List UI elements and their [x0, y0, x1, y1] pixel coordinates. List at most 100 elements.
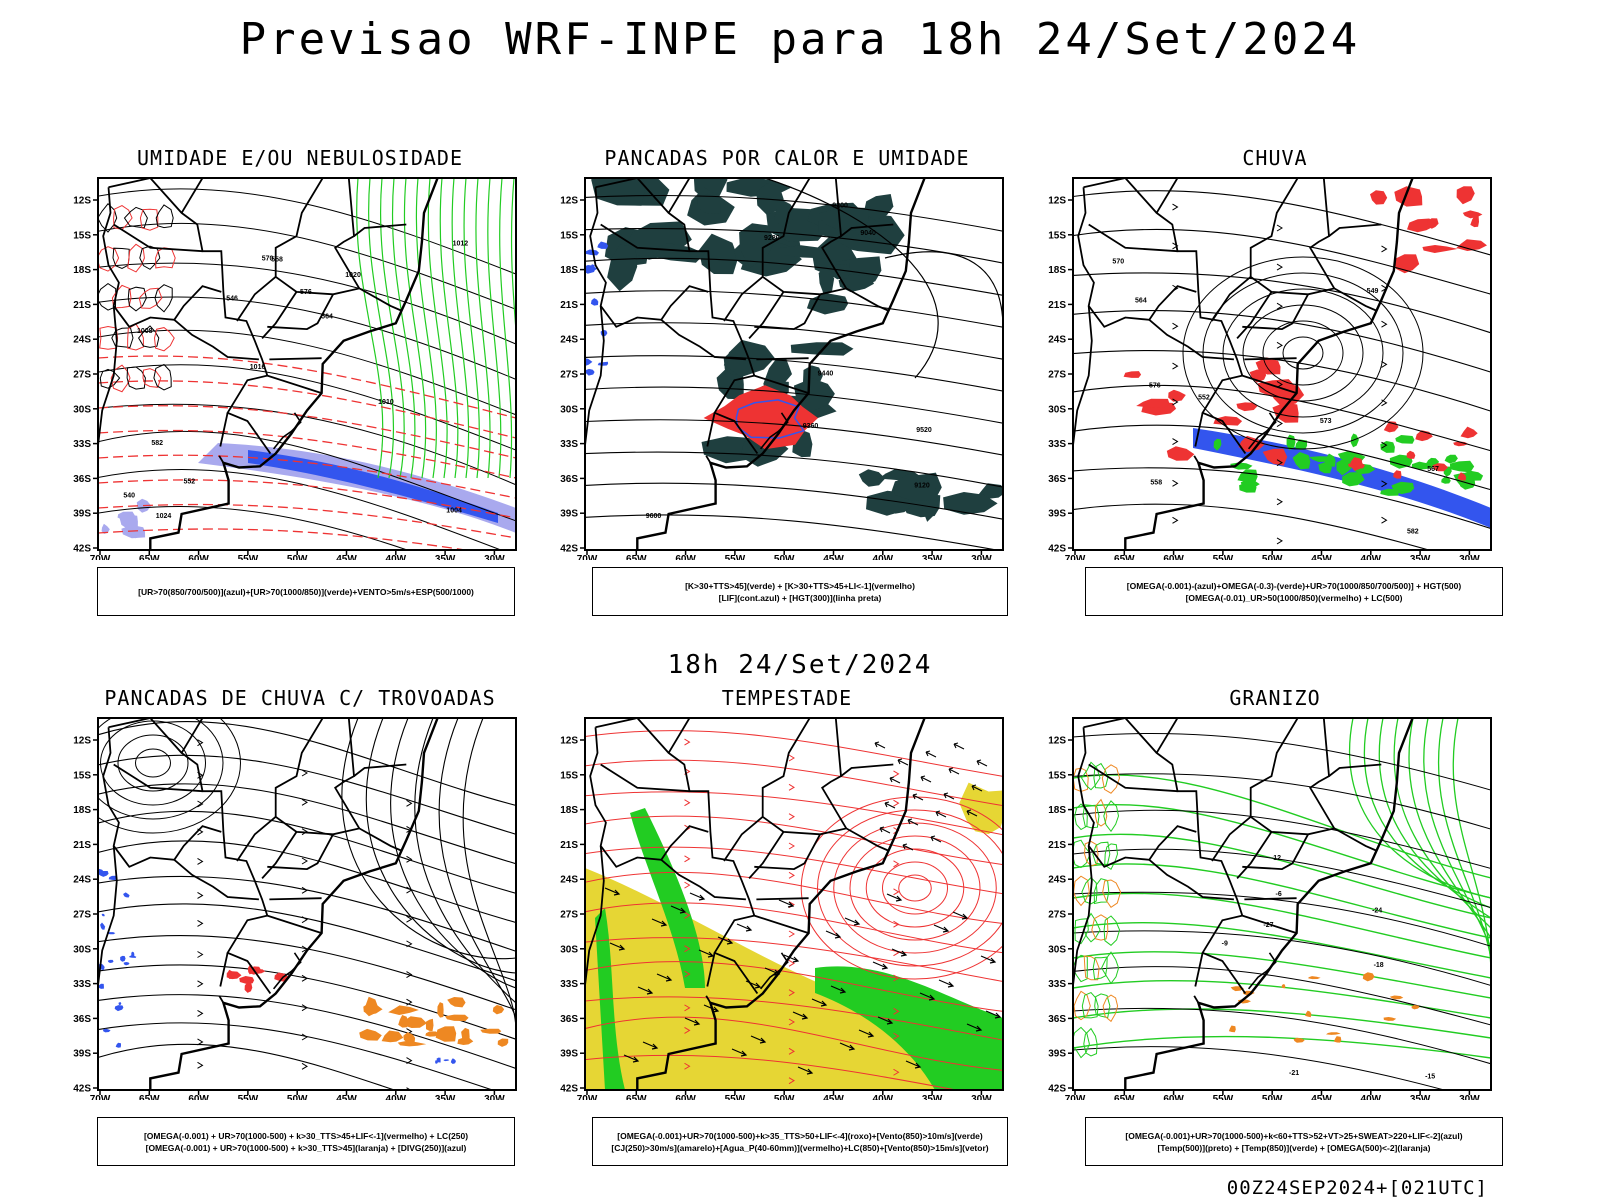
state-border — [761, 718, 889, 852]
state-border — [1083, 718, 1247, 995]
contour-line — [1073, 384, 1491, 452]
contour-line — [341, 718, 516, 960]
contour-line — [1073, 1007, 1491, 1065]
lat-label: 18S — [73, 265, 91, 276]
shaded-area — [107, 959, 114, 963]
state-border — [1148, 319, 1234, 361]
lon-label: 65W — [626, 1094, 647, 1100]
shaded-area — [806, 292, 849, 315]
legend-line: [OMEGA(-0.01)_UR>50(1000/850)(vermelho) … — [1185, 592, 1403, 603]
state-border — [600, 763, 690, 793]
lat-label: 21S — [73, 840, 91, 851]
state-border — [180, 718, 204, 754]
shaded-area — [1370, 190, 1388, 205]
shaded-area — [716, 367, 744, 400]
stream-arrow — [406, 799, 413, 807]
temp850-contour — [1073, 892, 1491, 959]
stream-arrow — [788, 1047, 795, 1055]
andes-contour — [139, 208, 159, 231]
lat-label: 18S — [1048, 265, 1066, 276]
andes-contour — [127, 286, 147, 312]
shaded-area — [359, 1028, 382, 1041]
shaded-area — [1453, 441, 1469, 447]
contour-label: 9280 — [764, 235, 780, 242]
base-map — [1073, 718, 1414, 1090]
contour-line — [764, 178, 939, 379]
contour-line — [98, 935, 516, 1011]
wind-vector — [689, 892, 706, 901]
andes-contour — [113, 205, 133, 230]
lat-label: 33S — [560, 439, 578, 450]
state-border — [1249, 178, 1377, 312]
lat-label: 30S — [560, 944, 578, 955]
wind-vector — [839, 1042, 856, 1051]
stream-arrow — [197, 980, 204, 988]
legend-line: [UR>70(850/700/500)](azul)+[UR>70(1000/8… — [138, 586, 474, 597]
stream-arrow — [1381, 441, 1388, 449]
shaded-area — [778, 245, 831, 259]
temp850-contour — [1348, 718, 1491, 899]
contour-line — [98, 430, 516, 522]
contour-line — [98, 469, 503, 550]
state-border — [1194, 412, 1204, 447]
coastline-east — [636, 178, 926, 550]
coastline-east — [1124, 178, 1414, 550]
wind-vector — [778, 899, 795, 908]
shaded-area — [129, 955, 137, 958]
lat-label: 15S — [73, 230, 91, 241]
lon-label: 45W — [823, 1094, 844, 1100]
state-border — [723, 816, 764, 862]
lat-label: 27S — [560, 370, 578, 381]
map-content: 9600 9520 9440 9360 9280 9200 9120 9040 — [585, 178, 1003, 550]
lon-label: 45W — [336, 554, 357, 560]
contour-line — [585, 871, 1003, 924]
map-border — [97, 177, 517, 551]
stream-arrow — [1276, 537, 1283, 545]
state-border — [840, 223, 894, 237]
contour-label: 552 — [183, 478, 195, 485]
shaded-area — [118, 1002, 122, 1006]
andes-contour — [110, 364, 131, 393]
contour-label: 1008 — [137, 328, 153, 335]
state-border — [269, 897, 322, 901]
panel-title-granizo: GRANIZO — [1229, 686, 1321, 710]
stream-arrow — [788, 813, 795, 821]
contour-label: 9040 — [860, 230, 876, 237]
andes-contour — [1073, 1026, 1090, 1059]
stream-arrow — [1276, 302, 1283, 310]
andes-contour — [154, 284, 173, 313]
wind-vector — [877, 1016, 894, 1025]
state-border — [723, 276, 764, 322]
andes-contour — [1101, 764, 1121, 794]
contour-line — [1073, 503, 1431, 550]
lat-label: 30S — [1048, 404, 1066, 415]
stream-arrow — [684, 945, 691, 953]
lat-label: 42S — [1048, 1084, 1066, 1095]
shaded-area — [838, 274, 874, 293]
shaded-area — [1395, 435, 1415, 444]
stream-arrow — [406, 971, 413, 979]
lon-label: 60W — [1163, 1094, 1184, 1100]
state-border — [334, 178, 361, 289]
contour-line — [585, 759, 1003, 807]
state-border — [756, 357, 809, 361]
andes-contour — [1102, 879, 1122, 908]
map-content — [585, 718, 1003, 1090]
lon-label: 30W — [971, 554, 992, 560]
andes-contour — [1074, 918, 1089, 945]
andes-contour — [1094, 798, 1108, 827]
state-border — [219, 412, 229, 447]
closed-contour — [98, 718, 241, 834]
lon-label: 40W — [386, 554, 407, 560]
wind-vector — [952, 911, 969, 920]
stream-arrow — [684, 1062, 691, 1070]
state-border — [1309, 178, 1336, 289]
state-border — [1328, 763, 1382, 777]
shaded-area — [1237, 469, 1258, 483]
state-border — [1236, 291, 1273, 340]
stream-arrow — [197, 1009, 204, 1017]
green-contour — [356, 178, 384, 479]
state-border — [1309, 718, 1336, 829]
wind-vector — [604, 887, 621, 896]
andes-contour — [98, 203, 118, 233]
